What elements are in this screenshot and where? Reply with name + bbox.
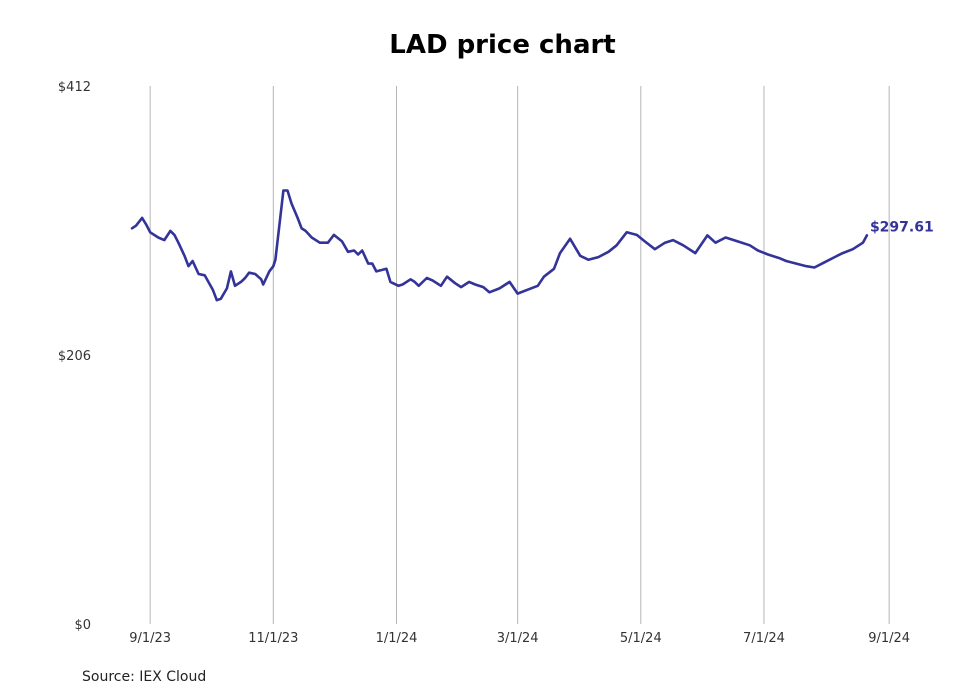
x-tick-label: 5/1/24 [620, 631, 662, 646]
chart-title: LAD price chart [389, 30, 616, 60]
y-tick-label: $0 [74, 618, 91, 633]
source-note: Source: IEX Cloud [82, 669, 207, 685]
y-tick-label: $412 [58, 80, 91, 95]
price-series [130, 189, 869, 302]
x-tick-label: 9/1/24 [868, 631, 910, 646]
x-tick-label: 9/1/23 [129, 631, 171, 646]
gridlines [149, 86, 890, 624]
x-tick-label: 7/1/24 [743, 631, 785, 646]
price-line [130, 189, 869, 302]
y-axis-ticks: $412 $206 $0 [58, 80, 91, 633]
x-axis-ticks: 9/1/23 11/1/23 1/1/24 3/1/24 5/1/24 7/1/24 9/1… [129, 631, 910, 646]
last-value-annotation: $297.61 [870, 219, 934, 235]
y-tick-label: $206 [58, 349, 91, 364]
last-value-label: $297.61 [870, 219, 934, 235]
x-tick-label: 3/1/24 [497, 631, 539, 646]
x-tick-label: 1/1/24 [376, 631, 418, 646]
x-tick-label: 11/1/23 [248, 631, 298, 646]
